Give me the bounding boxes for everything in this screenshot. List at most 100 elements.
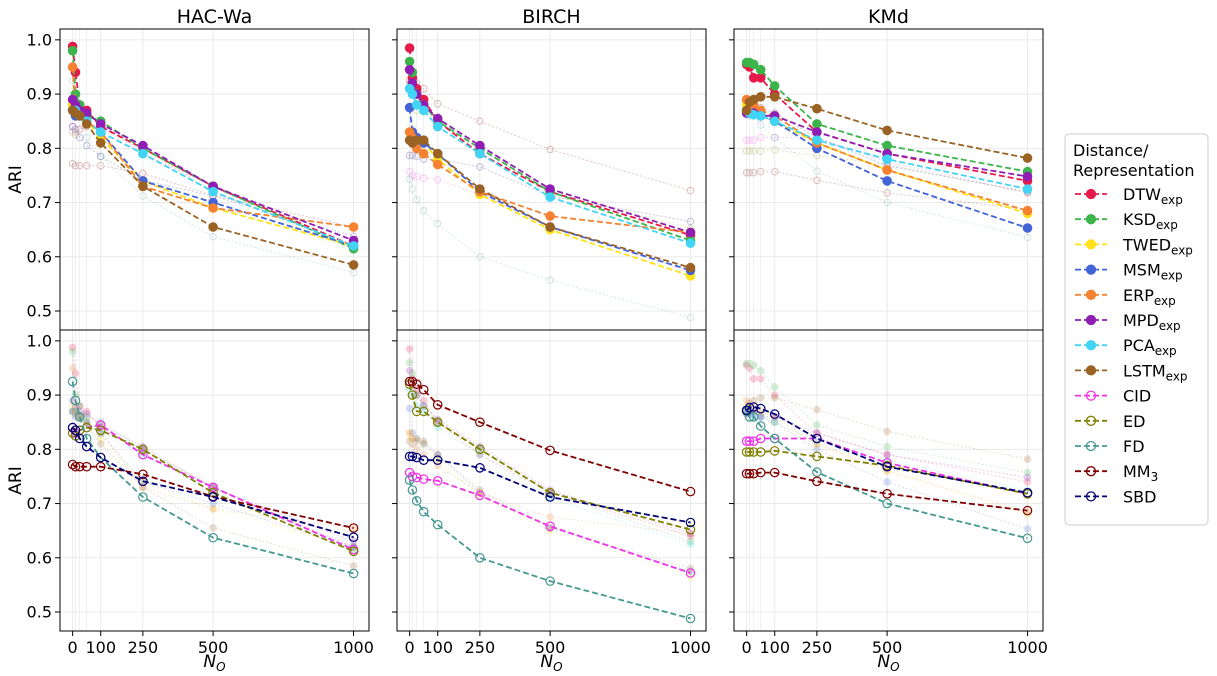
legend-marker [1085,440,1097,452]
data-point [769,92,780,102]
panel-top-3: KMd [729,6,1044,331]
data-point [748,411,759,422]
data-point [882,125,892,136]
data-point [770,391,779,399]
data-point [745,147,754,155]
data-point [412,196,421,204]
series-sbd [741,402,1033,498]
data-point [74,411,85,422]
legend-label: SBD [1123,487,1156,506]
data-point [545,211,555,221]
y-tick-label: 1.0 [27,331,52,350]
data-point [432,519,443,530]
series-pca [404,83,696,248]
legend-marker [1085,264,1097,275]
data-point [208,186,218,197]
series-line [72,163,354,228]
data-point [405,151,414,160]
data-point [208,532,218,543]
data-point [742,359,751,368]
data-point [685,517,696,528]
data-point [685,238,696,248]
data-point [546,276,554,284]
legend-label: ED [1123,412,1145,431]
data-point [770,167,779,176]
data-point [418,384,429,395]
y-tick-label: 1.0 [27,30,52,49]
data-point [882,488,892,499]
data-point [75,133,84,142]
data-point [745,136,754,145]
data-point [74,111,85,121]
series-fd [404,475,696,624]
data-point [744,436,755,446]
data-point [419,440,428,448]
y-axis-label: ARI [6,466,26,494]
data-point [1022,184,1033,194]
series-line [408,69,691,234]
data-point [1022,505,1033,516]
data-point [748,402,759,412]
data-point [812,103,822,114]
legend-label: MSMexp [1123,261,1183,283]
panel-bottom-2: 0 100 250 500 1000 NO [392,329,711,674]
data-point [744,402,755,413]
panel-bottom-3: 0 100 250 500 1000 NO [729,329,1048,674]
data-point [744,468,755,479]
data-point [812,433,822,444]
data-point [67,459,78,470]
data-point [749,361,758,370]
data-point [685,262,696,273]
series-line [746,149,1028,194]
data-point [475,148,485,159]
series-line [408,88,691,245]
series-twed [405,429,695,581]
data-point [68,128,77,136]
legend-label: CID [1123,387,1151,406]
data-point [770,133,779,142]
data-point [139,192,147,200]
data-point [1023,525,1032,533]
data-point [405,404,414,413]
x-tick-label: 1000 [670,638,711,657]
data-point [411,495,422,506]
data-point [95,461,106,472]
data-point [1022,533,1033,544]
panel-bottom-1: 0 100 250 500 1000 NO 0.5 0.6 0.7 0.8 0.9 1.0 ARI [6,329,374,674]
data-point [138,444,148,455]
data-point [812,119,822,129]
data-point [411,379,422,389]
y-tick-label: 0.7 [27,494,52,513]
data-point [769,116,780,126]
data-point [81,441,92,452]
legend-label: LSTMexp [1123,361,1188,383]
data-point [755,111,766,121]
data-point [545,184,555,194]
legend-marker [1085,466,1097,477]
data-point [545,492,555,502]
series-sbd [67,422,359,542]
data-point [418,506,429,517]
data-point [686,186,695,195]
data-point [770,418,779,427]
series-sbd [404,451,696,528]
x-tick-label: 100 [422,638,453,657]
data-point [475,417,485,427]
data-point [813,405,821,414]
data-point [883,442,891,451]
data-point [408,440,417,448]
data-point [813,176,821,185]
data-point [755,447,766,457]
data-point [71,131,80,139]
data-point [755,421,766,431]
series-line [71,426,354,539]
data-point [812,467,822,477]
legend-marker [1085,289,1097,300]
data-point [405,167,414,176]
data-point [70,425,81,436]
data-point [407,89,418,99]
data-point [755,92,766,102]
data-point [411,100,422,110]
data-point [882,140,892,151]
data-point [404,475,415,485]
